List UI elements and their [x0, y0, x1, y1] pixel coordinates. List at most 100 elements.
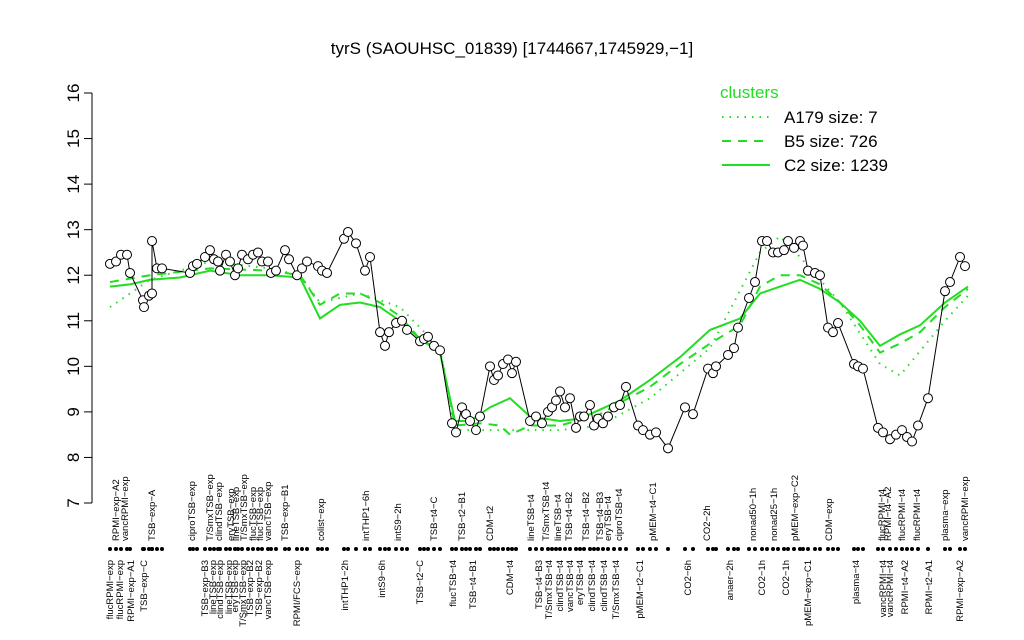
data-point — [680, 402, 690, 413]
sample-dot — [926, 547, 930, 551]
bottom-label: RPMI−t4−A2 — [900, 560, 911, 614]
data-point — [537, 418, 547, 429]
data-point — [225, 256, 235, 267]
top-label: TSB−t4−B2 — [581, 492, 592, 541]
data-point — [913, 420, 923, 431]
bottom-label: pMEM−exp−C1 — [803, 560, 814, 626]
data-point — [147, 288, 157, 299]
data-point — [723, 349, 733, 360]
bottom-label: flucTSB−t4 — [448, 560, 459, 607]
data-point — [192, 258, 202, 269]
sample-dot — [786, 547, 790, 551]
data-point — [271, 265, 281, 276]
data-point — [878, 427, 888, 438]
data-point — [447, 418, 457, 429]
sample-dot — [798, 547, 802, 551]
bottom-label: flucRPMI−exp — [105, 560, 116, 619]
cluster-line — [109, 269, 969, 423]
sample-dot — [432, 547, 436, 551]
sample-dot — [612, 547, 616, 551]
sample-dot — [224, 547, 228, 551]
sample-dot — [142, 547, 146, 551]
top-label: nonad25−1h — [769, 488, 780, 541]
sample-dot — [150, 547, 154, 551]
sample-dot — [881, 547, 885, 551]
data-point — [789, 242, 799, 253]
sample-dot — [831, 547, 835, 551]
sample-dot — [916, 547, 920, 551]
bottom-label: T/SmxTSB−t4 — [611, 560, 622, 619]
sample-dot — [546, 547, 550, 551]
data-point — [111, 256, 121, 267]
sample-dot — [894, 547, 898, 551]
data-point — [945, 277, 955, 288]
top-label: RPMI−t4−A2 — [883, 487, 894, 541]
top-label: lineTSB−exp — [231, 487, 242, 541]
sample-dot — [588, 547, 592, 551]
sample-dot — [128, 547, 132, 551]
sample-dot — [574, 547, 578, 551]
sample-dot — [236, 547, 240, 551]
sample-dot — [963, 547, 967, 551]
sample-dot — [108, 547, 112, 551]
bottom-label: plasma−t4 — [851, 560, 862, 604]
sample-dot — [806, 547, 810, 551]
bottom-label: clindTSB−exp — [215, 560, 226, 619]
data-point — [565, 393, 575, 404]
cluster-line — [109, 267, 969, 436]
y-tick-label: 12 — [64, 266, 83, 285]
bottom-label: CO2−6h — [683, 560, 694, 596]
y-tick-label: 10 — [64, 357, 83, 376]
data-point — [351, 238, 361, 249]
top-label: T/SmxTSB−exp — [239, 474, 250, 541]
sample-dot — [300, 547, 304, 551]
sample-dot — [383, 547, 387, 551]
data-point — [485, 361, 495, 372]
sample-dot — [528, 547, 532, 551]
bottom-label: lineTSB−exp — [208, 560, 219, 614]
sample-dot — [711, 547, 715, 551]
data-point — [365, 252, 375, 262]
sample-dot — [155, 547, 159, 551]
sample-dot — [601, 547, 605, 551]
data-point — [402, 324, 412, 335]
chart-title: tyrS (SAOUHSC_01839) [1744667,1745929,−1… — [331, 39, 693, 58]
y-tick-label: 8 — [64, 453, 83, 462]
data-point — [744, 293, 754, 303]
sample-dot — [900, 547, 904, 551]
sample-dot — [354, 547, 358, 551]
sample-dot — [426, 547, 430, 551]
sample-dot — [958, 547, 962, 551]
sample-dot — [387, 547, 391, 551]
top-label: intTHP1−6h — [361, 491, 372, 541]
data-point — [907, 436, 917, 447]
sample-dot — [666, 547, 670, 551]
top-label: eryTSB−exp — [226, 488, 237, 541]
sample-dot — [861, 547, 865, 551]
sample-dot — [274, 547, 278, 551]
sample-dot — [792, 547, 796, 551]
sample-dot — [422, 547, 426, 551]
data-point — [762, 236, 772, 247]
top-label: TSB−exp−A — [147, 489, 158, 541]
sample-dot — [641, 547, 645, 551]
sample-dot — [438, 547, 442, 551]
sample-dot — [492, 547, 496, 551]
sample-dot — [691, 547, 695, 551]
bottom-label: TSB−exp−B3 — [200, 560, 211, 617]
sample-dot — [305, 547, 309, 551]
bottom-label: TSB−t4−B3 — [534, 560, 545, 609]
data-point — [511, 356, 521, 367]
data-point — [688, 409, 698, 420]
sample-dot — [203, 547, 207, 551]
sample-dot — [648, 547, 652, 551]
sample-dot — [191, 547, 195, 551]
legend-label: A179 size: 7 — [784, 108, 878, 127]
data-point — [253, 247, 263, 258]
bottom-label: TSB−exp−B2 — [254, 560, 265, 617]
sample-dot — [514, 547, 518, 551]
bottom-label: CO2−1h — [781, 560, 792, 596]
sample-dot — [747, 547, 751, 551]
data-point — [897, 425, 907, 436]
data-point — [960, 261, 970, 272]
